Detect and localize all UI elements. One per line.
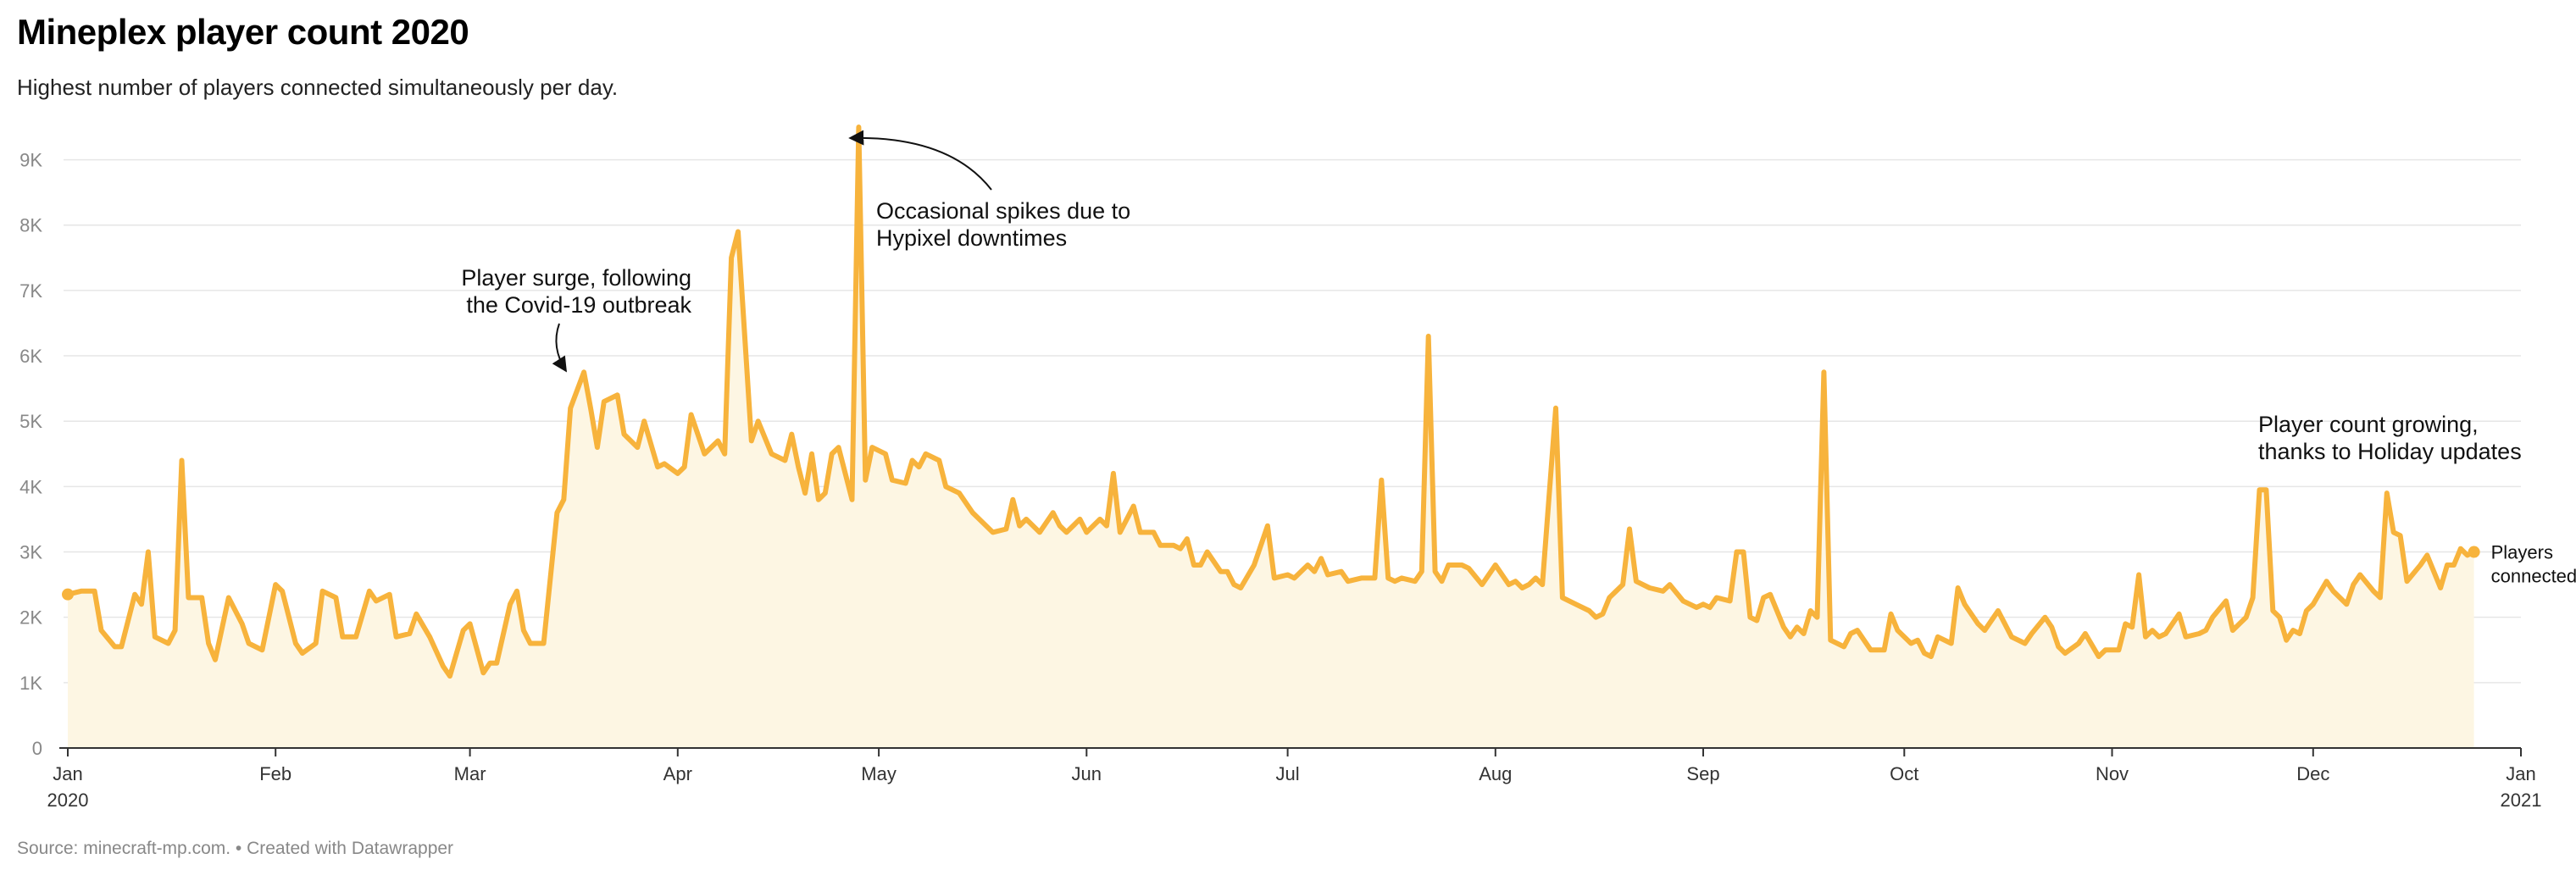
- chart-title: Mineplex player count 2020: [17, 12, 469, 52]
- x-tick-label: Feb: [259, 763, 291, 784]
- x-tick-label: May: [861, 763, 897, 784]
- y-tick-label: 5K: [19, 411, 42, 432]
- x-tick-label: Jul: [1276, 763, 1300, 784]
- y-tick-label: 4K: [19, 476, 42, 497]
- y-tick-label: 9K: [19, 150, 42, 171]
- chart-subtitle: Highest number of players connected simu…: [17, 75, 619, 100]
- annotation-covid-text: Player surge, following: [461, 265, 691, 291]
- y-tick-label: 0: [32, 738, 42, 759]
- x-tick-label: Jan: [53, 763, 82, 784]
- x-tick-label: Aug: [1479, 763, 1512, 784]
- x-tick-label: Oct: [1890, 763, 1918, 784]
- x-tick-label: Apr: [663, 763, 692, 784]
- x-tick-label: Mar: [454, 763, 486, 784]
- x-tick-label: Nov: [2096, 763, 2129, 784]
- x-tick-label: Dec: [2296, 763, 2329, 784]
- y-tick-label: 7K: [19, 280, 42, 302]
- series-end-label: connected: [2491, 566, 2576, 587]
- annotation-hypixel-arrow: [848, 130, 992, 191]
- y-tick-label: 8K: [19, 215, 42, 236]
- annotation-covid-text: the Covid-19 outbreak: [466, 292, 691, 318]
- x-tick-sublabel: 2020: [47, 790, 89, 811]
- x-tick-label: Sep: [1686, 763, 1719, 784]
- y-tick-label: 2K: [19, 607, 42, 629]
- y-tick-label: 1K: [19, 673, 42, 694]
- series-end-point: [2468, 546, 2480, 558]
- line-layer: [62, 125, 2480, 679]
- series-line-players-connected: [65, 125, 2477, 679]
- annotation-holiday-text: Player count growing,: [2258, 412, 2479, 437]
- chart-footer: Source: minecraft-mp.com. • Created with…: [17, 839, 454, 858]
- x-tick-sublabel: 2021: [2501, 790, 2542, 811]
- annotation-holiday-text: thanks to Holiday updates: [2258, 439, 2522, 464]
- grid-layer: [64, 158, 2521, 684]
- area-layer: [68, 127, 2474, 748]
- x-tick-label: Jun: [1072, 763, 1102, 784]
- axis-layer: 0 1K 2K 3K 4K 5K 6K 7K 8K 9K Jan 2020 Feb Mar Apr May Ju…: [19, 150, 2541, 811]
- series-start-point: [62, 588, 74, 601]
- annotation-covid-arrow: [552, 323, 567, 373]
- x-tick-label: Jan: [2506, 763, 2535, 784]
- series-end-label: Players: [2491, 542, 2553, 563]
- y-tick-label: 3K: [19, 542, 42, 563]
- annotation-hypixel-text: Occasional spikes due to: [876, 198, 1130, 224]
- area-fill: [68, 127, 2474, 748]
- annotation-hypixel-text: Hypixel downtimes: [876, 225, 1067, 251]
- y-tick-label: 6K: [19, 346, 42, 367]
